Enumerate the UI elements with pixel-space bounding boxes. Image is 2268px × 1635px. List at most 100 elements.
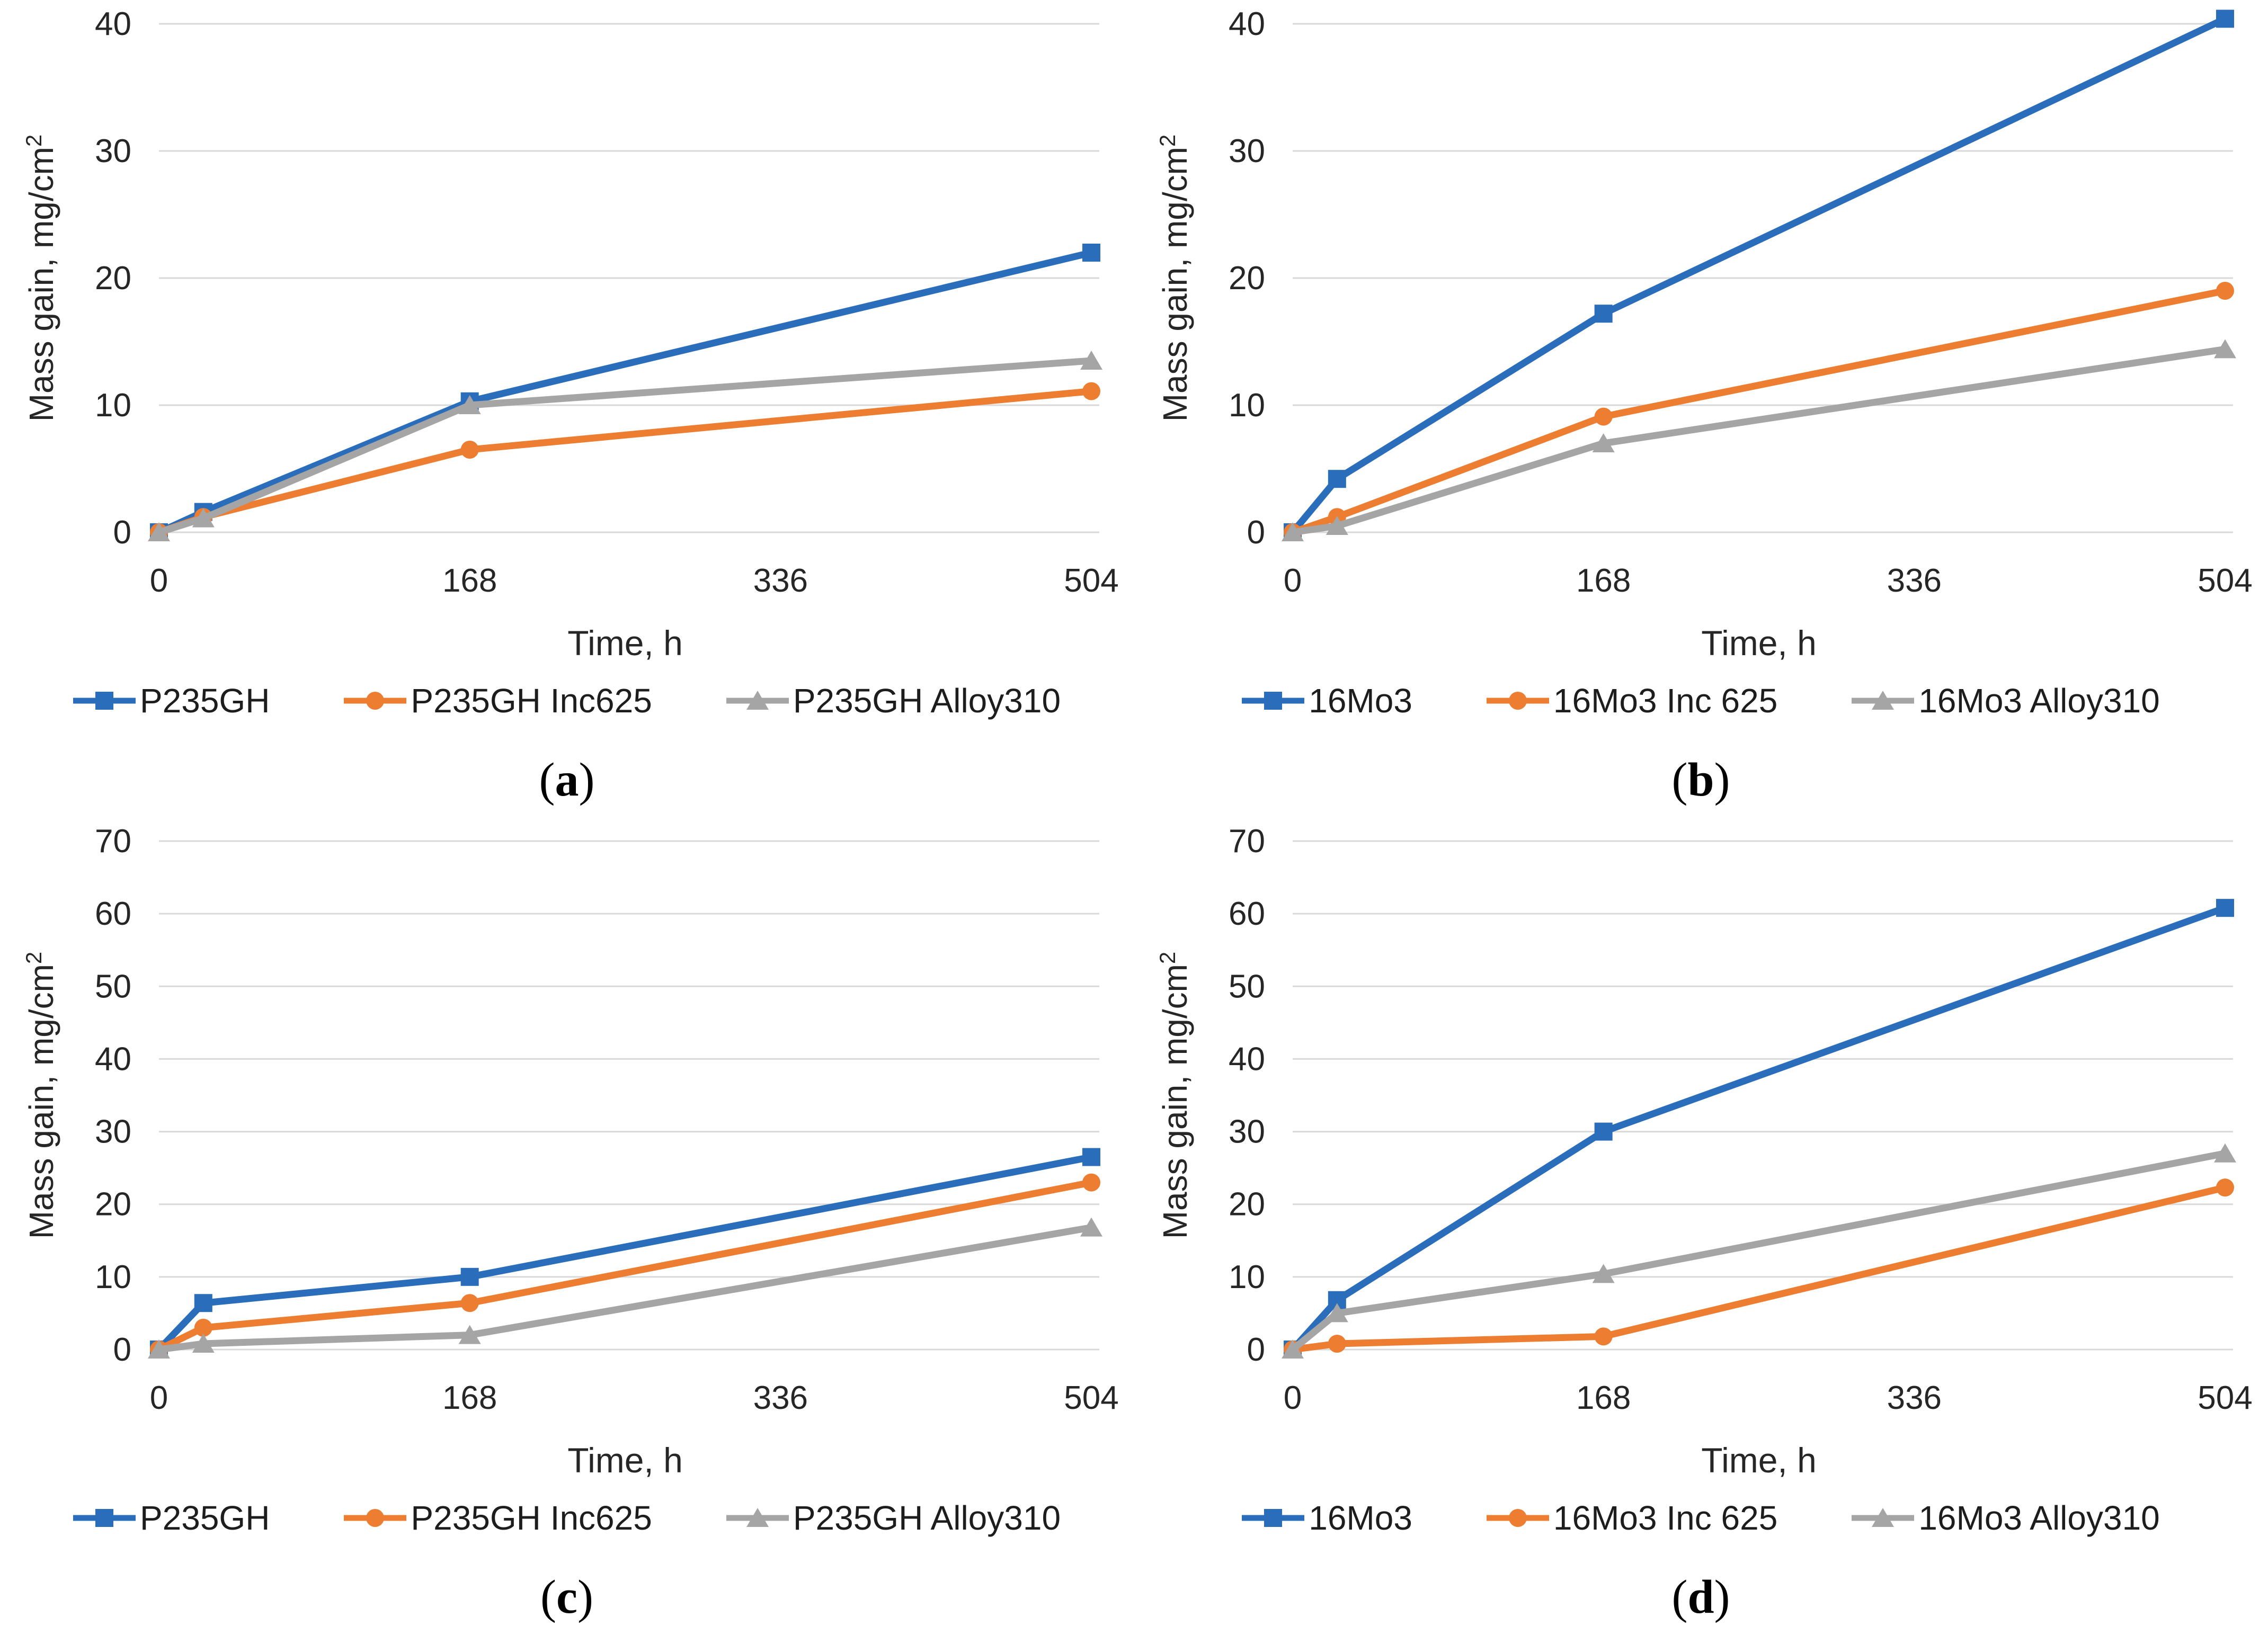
legend-circle-marker-icon: [1486, 1509, 1549, 1527]
x-tick-label: 0: [150, 562, 168, 599]
square-marker: [95, 692, 113, 710]
square-marker: [1594, 1122, 1613, 1141]
triangle-marker: [1080, 1217, 1102, 1237]
legend-triangle-marker-icon: [1852, 1508, 1915, 1527]
legend-square-marker-icon: [1242, 692, 1305, 710]
caption-letter: b: [1687, 754, 1714, 806]
legend-b: 16Mo3 16Mo3 Inc 625 16Mo3 Alloy310: [1134, 680, 2268, 722]
legend-label: P235GH: [139, 1499, 270, 1537]
circle-marker: [366, 1509, 385, 1527]
y-tick-label: 40: [1229, 6, 1265, 42]
legend-label: P235GH Alloy310: [793, 1499, 1061, 1537]
chart-d: 0 10 20 30 40 50 60 70 0 168 336 504 Mass gain, mg/c…: [1155, 823, 2253, 1480]
circle-marker: [460, 441, 479, 459]
triangle-marker: [192, 508, 215, 528]
y-tick-label: 10: [95, 387, 131, 424]
legend-label: 16Mo3: [1309, 682, 1412, 720]
triangle-marker: [1282, 1339, 1304, 1359]
y-tick-label: 20: [95, 1186, 131, 1223]
square-marker: [2216, 10, 2234, 28]
legend-item: P235GH: [73, 681, 270, 720]
legend-a: P235GH P235GH Inc625 P235GH Alloy310: [0, 680, 1134, 722]
legend-item: 16Mo3 Alloy310: [1852, 681, 2160, 720]
legend-item: P235GH Alloy310: [726, 681, 1061, 720]
legend-d: 16Mo3 16Mo3 Inc 625 16Mo3 Alloy310: [1134, 1497, 2268, 1539]
x-tick-label: 336: [1887, 562, 1942, 599]
legend-triangle-marker-icon: [726, 1508, 789, 1527]
y-tick-label: 40: [95, 1041, 131, 1077]
series-line: [155, 357, 1095, 536]
legend-item: 16Mo3 Inc 625: [1486, 1498, 1778, 1538]
caption-a: (a): [0, 753, 1134, 807]
square-marker: [1082, 244, 1100, 262]
y-axis-title: Mass gain, mg/cm2: [1155, 952, 1194, 1239]
triangle-marker: [2214, 1143, 2236, 1163]
circle-marker: [366, 692, 385, 710]
legend-label: P235GH Inc625: [411, 1499, 652, 1537]
y-tick-label: 50: [1229, 968, 1265, 1005]
y-tick-label: 20: [1229, 260, 1265, 297]
circle-marker: [1594, 1327, 1613, 1346]
x-tick-label: 504: [2198, 1380, 2252, 1416]
square-marker: [460, 1267, 479, 1286]
legend-item: 16Mo3: [1242, 1498, 1412, 1538]
triangle-marker: [1872, 1508, 1895, 1527]
square-marker: [1594, 305, 1613, 323]
caption-letter: a: [555, 754, 579, 806]
legend-triangle-marker-icon: [1852, 691, 1915, 710]
y-tick-label: 60: [95, 896, 131, 932]
square-marker: [1082, 1148, 1100, 1166]
chart-c: 0 10 20 30 40 50 60 70 0 168 336 504 Mass gain, mg/c…: [21, 823, 1119, 1480]
caption-d: (d): [1134, 1570, 2268, 1624]
legend-circle-marker-icon: [344, 692, 407, 710]
x-tick-label: 168: [442, 562, 497, 599]
x-tick-label: 0: [1284, 562, 1302, 599]
chart-b: 0 10 20 30 40 0 168 336 504 Mass gain, mg/cm2 Time…: [1155, 6, 2253, 663]
panel-c: 0 10 20 30 40 50 60 70 0 168 336 504 Mass gain, mg/c…: [0, 817, 1134, 1635]
x-tick-label: 336: [753, 1380, 808, 1416]
caption-close: ): [1714, 1571, 1730, 1623]
x-tick-label: 0: [150, 1380, 168, 1416]
series-line: [1289, 287, 2229, 536]
triangle-marker: [1326, 1303, 1348, 1323]
legend-label: 16Mo3 Inc 625: [1553, 1499, 1778, 1537]
triangle-marker: [148, 1339, 170, 1359]
triangle-marker: [1326, 516, 1348, 535]
caption-b: (b): [1134, 753, 2268, 807]
panel-d: 0 10 20 30 40 50 60 70 0 168 336 504 Mass gain, mg/c…: [1134, 817, 2268, 1635]
triangle-marker: [746, 1508, 769, 1527]
caption-close: ): [579, 754, 595, 806]
y-tick-label: 20: [95, 260, 131, 297]
triangle-marker: [1872, 691, 1895, 710]
y-tick-label: 10: [1229, 387, 1265, 424]
y-tick-label: 60: [1229, 896, 1265, 932]
x-tick-label: 504: [1064, 1380, 1118, 1416]
legend-circle-marker-icon: [344, 1509, 407, 1527]
circle-marker: [1328, 1335, 1346, 1353]
legend-square-marker-icon: [73, 692, 136, 710]
y-tick-label: 30: [1229, 133, 1265, 169]
triangle-marker: [2214, 339, 2236, 359]
legend-label: P235GH Alloy310: [793, 682, 1061, 720]
x-axis-title: Time, h: [567, 623, 683, 663]
circle-marker: [1508, 1509, 1527, 1527]
y-tick-label: 0: [1247, 514, 1265, 551]
y-tick-label: 10: [95, 1259, 131, 1296]
y-tick-label: 10: [1229, 1259, 1265, 1296]
caption-letter: c: [556, 1571, 577, 1623]
legend-item: P235GH: [73, 1498, 270, 1538]
caption-close: ): [1714, 754, 1730, 806]
legend-triangle-marker-icon: [726, 691, 789, 710]
legend-square-marker-icon: [73, 1509, 136, 1527]
caption-letter: d: [1687, 1571, 1714, 1623]
square-marker: [194, 1294, 212, 1312]
series-line: [155, 1224, 1095, 1353]
legend-label: P235GH Inc625: [411, 682, 652, 720]
square-marker: [95, 1509, 113, 1527]
x-tick-label: 168: [442, 1380, 497, 1416]
x-tick-label: 336: [753, 562, 808, 599]
series-p235gh-alloy310: [148, 351, 1102, 541]
legend-label: 16Mo3 Alloy310: [1918, 682, 2160, 720]
triangle-marker: [1592, 433, 1615, 452]
x-tick-label: 504: [2198, 562, 2252, 599]
